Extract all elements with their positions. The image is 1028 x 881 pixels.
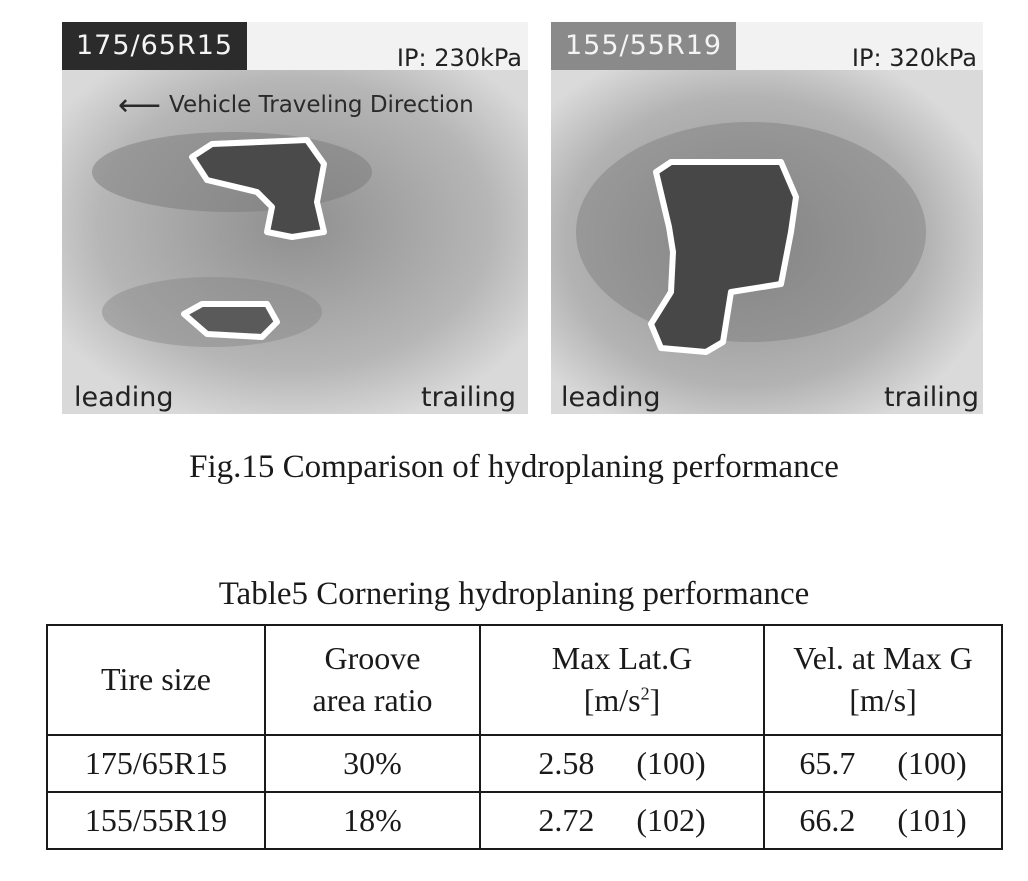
hydroplaning-table: Tire size Groove area ratio Max Lat.G [m… [46,624,1003,850]
cell-max-lat-g: 2.58 (100) [479,734,765,793]
header-groove-area-ratio: Groove area ratio [264,624,481,736]
inflation-pressure-label: IP: 230kPa [396,44,522,72]
table-header-row: Tire size Groove area ratio Max Lat.G [m… [46,624,1003,736]
leading-label: leading [561,382,661,413]
cell-velocity: 66.2 (101) [763,791,1003,850]
travel-direction-label: ⟵ Vehicle Traveling Direction [118,88,474,123]
trailing-label: trailing [421,382,516,413]
inflation-pressure-label: IP: 320kPa [851,44,977,72]
cell-tire-size: 155/55R19 [46,791,266,850]
leading-label: leading [74,382,174,413]
table-row: 175/65R15 30% 2.58 (100) 65.7 (100) [46,734,1003,793]
tire-size-tag: 175/65R15 [62,22,248,70]
footprint-panel-175-65r15: 175/65R15 IP: 230kPa ⟵ Vehicle Traveling … [62,22,528,414]
table-row: 155/55R19 18% 2.72 (102) 66.2 (101) [46,791,1003,850]
cell-groove-ratio: 18% [264,791,481,850]
header-velocity-at-max-g: Vel. at Max G [m/s] [763,624,1003,736]
cell-velocity: 65.7 (100) [763,734,1003,793]
footprint-image-left [62,70,528,414]
footprint-panel-155-55r19: 155/55R19 IP: 320kPa leading trailing [551,22,983,414]
header-max-lateral-g: Max Lat.G [m/s2] [479,624,765,736]
table-caption: Table5 Cornering hydroplaning performanc… [218,576,810,612]
figure-caption: Fig.15 Comparison of hydroplaning perfor… [189,449,839,485]
left-arrow-icon: ⟵ [118,88,162,123]
tire-size-tag: 155/55R19 [551,22,737,70]
travel-direction-text: Vehicle Traveling Direction [169,92,474,118]
water-region-outline [648,159,799,355]
water-region-outline [189,137,327,240]
cell-tire-size: 175/65R15 [46,734,266,793]
water-region-outline [181,301,280,340]
cell-max-lat-g: 2.72 (102) [479,791,765,850]
trailing-label: trailing [884,382,979,413]
header-tire-size: Tire size [46,624,266,736]
footprint-image-right [551,70,983,414]
cell-groove-ratio: 30% [264,734,481,793]
